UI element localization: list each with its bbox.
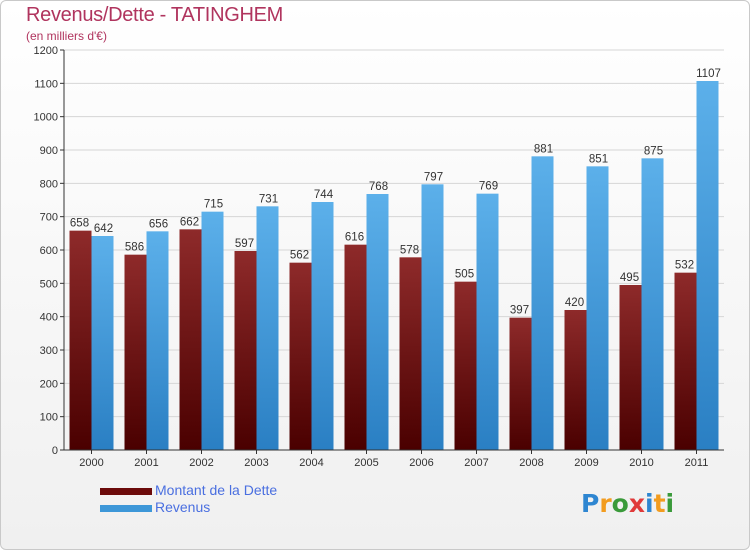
- debt-bar: [234, 251, 257, 450]
- x-tick-label: 2000: [79, 457, 103, 469]
- debt-value-label: 397: [510, 305, 529, 317]
- revenue-value-label: 875: [644, 145, 663, 157]
- revenue-value-label: 1107: [696, 68, 721, 80]
- revenue-value-label: 731: [259, 193, 278, 205]
- debt-bar: [124, 254, 147, 450]
- x-tick-label: 2008: [519, 457, 543, 469]
- revenue-bar: [531, 156, 554, 451]
- x-tick-label: 2007: [464, 457, 488, 469]
- legend-swatch-revenus: [100, 505, 152, 512]
- y-tick-label: 600: [40, 245, 58, 257]
- y-tick-label: 0: [52, 445, 58, 457]
- revenue-bar: [641, 158, 664, 451]
- debt-value-label: 597: [235, 238, 254, 250]
- debt-bar: [509, 317, 532, 450]
- y-tick-label: 800: [40, 178, 58, 190]
- debt-bar: [289, 262, 312, 450]
- x-tick-label: 2009: [574, 457, 598, 469]
- debt-value-label: 420: [565, 297, 584, 309]
- y-tick-label: 400: [40, 312, 58, 324]
- revenue-bar: [311, 202, 334, 450]
- y-tick-label: 1000: [34, 112, 58, 124]
- revenue-bar: [256, 206, 279, 450]
- revenue-value-label: 768: [369, 181, 388, 193]
- logo-letter: i: [665, 489, 675, 518]
- logo-letter: i: [645, 489, 654, 518]
- debt-bar: [399, 257, 422, 450]
- x-tick-label: 2003: [244, 457, 268, 469]
- x-tick-label: 2011: [685, 457, 709, 469]
- revenue-value-label: 744: [314, 189, 334, 201]
- debt-bar: [619, 285, 642, 450]
- debt-value-label: 662: [180, 216, 199, 228]
- x-tick-label: 2005: [354, 457, 378, 469]
- x-tick-label: 2004: [299, 457, 323, 469]
- debt-value-label: 495: [620, 272, 639, 284]
- revenue-value-label: 851: [589, 153, 608, 165]
- x-tick-label: 2010: [629, 457, 653, 469]
- revenue-bar: [696, 81, 719, 450]
- x-tick-label: 2001: [134, 457, 158, 469]
- revenue-bar: [586, 166, 609, 451]
- x-tick-label: 2002: [189, 457, 213, 469]
- debt-bar: [179, 229, 202, 450]
- revenue-bar: [476, 193, 499, 450]
- debt-bar: [69, 230, 92, 450]
- debt-value-label: 586: [125, 242, 144, 254]
- proxiti-logo: Proxiti: [581, 489, 674, 518]
- debt-bar: [344, 244, 367, 450]
- revenue-bar: [366, 194, 389, 450]
- revenue-value-label: 642: [94, 223, 113, 235]
- y-tick-label: 200: [40, 378, 58, 390]
- revenue-value-label: 656: [149, 218, 168, 230]
- logo-letter: P: [581, 489, 600, 518]
- y-tick-label: 900: [40, 145, 58, 157]
- legend-swatch-dette: [100, 488, 152, 495]
- logo-letter: x: [628, 489, 645, 518]
- y-tick-label: 1100: [34, 78, 58, 90]
- logo-letter: r: [599, 489, 612, 518]
- revenue-bar: [91, 236, 114, 450]
- revenue-value-label: 715: [204, 199, 223, 211]
- y-tick-label: 700: [40, 212, 58, 224]
- debt-value-label: 532: [675, 260, 694, 272]
- y-tick-label: 500: [40, 278, 58, 290]
- revenue-bar: [201, 211, 224, 450]
- revenue-value-label: 797: [424, 171, 443, 183]
- chart-subtitle: (en milliers d'€): [26, 29, 107, 43]
- debt-value-label: 616: [345, 232, 364, 244]
- debt-value-label: 562: [290, 250, 309, 262]
- debt-value-label: 658: [70, 218, 89, 230]
- revenue-bar: [146, 231, 169, 450]
- debt-value-label: 505: [455, 269, 474, 281]
- revenue-value-label: 881: [534, 143, 553, 155]
- debt-bar: [454, 281, 477, 450]
- debt-bar: [674, 272, 697, 450]
- logo-letter: t: [653, 489, 666, 518]
- legend-label-dette: Montant de la Dette: [155, 482, 278, 498]
- y-tick-label: 300: [40, 345, 58, 357]
- debt-bar: [564, 310, 587, 450]
- logo-letter: o: [611, 489, 629, 518]
- debt-value-label: 578: [400, 244, 419, 256]
- revenue-bar: [421, 184, 444, 451]
- revenue-value-label: 769: [479, 181, 498, 193]
- y-tick-label: 1200: [34, 45, 58, 57]
- x-tick-label: 2006: [409, 457, 433, 469]
- legend-label-revenus: Revenus: [155, 499, 211, 515]
- chart-title: Revenus/Dette - TATINGHEM: [26, 4, 284, 26]
- y-tick-label: 100: [40, 412, 58, 424]
